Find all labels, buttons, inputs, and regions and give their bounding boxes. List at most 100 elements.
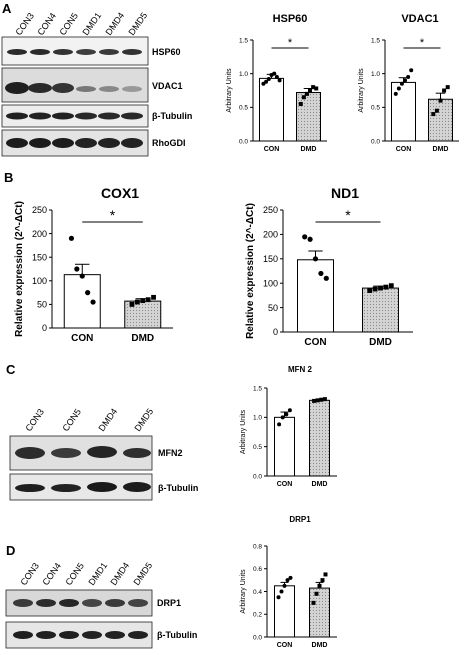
blot-label-vdac1: VDAC1 [152, 81, 183, 91]
lane-label: CON3 [13, 11, 36, 37]
data-point [311, 600, 316, 605]
data-point [85, 290, 91, 296]
data-point [308, 88, 313, 93]
bands-drp1 [13, 599, 148, 607]
y-tick-label: 1.5 [239, 37, 248, 44]
data-point [312, 256, 319, 262]
bar [362, 287, 399, 333]
bar [309, 587, 330, 638]
data-point [319, 397, 324, 402]
y-tick-label: 100 [263, 278, 278, 288]
blot-label-hsp60: HSP60 [152, 47, 181, 57]
data-point [285, 578, 290, 583]
chart-cox1: COX1 0 50 100 150 200 250 Relative expression (… [14, 185, 173, 344]
data-point [438, 98, 443, 103]
y-tick-label: 0.5 [371, 105, 380, 112]
chart-nd1: ND1 0 50 100 150 200 250 Relative expression (2… [245, 185, 413, 348]
blot-label-tubulin-d: β-Tubulin [157, 630, 197, 640]
data-point [277, 422, 282, 427]
bar [391, 81, 416, 142]
data-point [134, 299, 140, 305]
lane-label: CON5 [57, 11, 80, 37]
bands-vdac1 [5, 82, 142, 94]
data-point [409, 68, 414, 73]
lane-label: DMD5 [131, 561, 154, 588]
bar [259, 77, 284, 142]
data-point [266, 77, 271, 82]
data-point [312, 398, 317, 403]
y-tick-label: 150 [32, 252, 47, 262]
data-point [320, 578, 325, 583]
data-point [145, 297, 151, 303]
panel-a-blots: HSP60 VDAC1 β-Tubulin [1, 36, 192, 157]
category-label: CON [264, 146, 280, 153]
data-point [90, 299, 96, 305]
panel-letter-c: C [6, 362, 16, 377]
category-label: DMD [369, 337, 392, 348]
chart-title: COX1 [101, 185, 139, 201]
bands-tubulin-c [15, 482, 151, 492]
blot-label-rhogdi: RhoGDI [152, 138, 186, 148]
lane-label: CON5 [63, 561, 86, 587]
y-tick-label: 0.0 [253, 473, 262, 480]
data-point [323, 275, 329, 281]
y-axis-label: Arbitrary Units [358, 68, 365, 113]
y-tick-label: 100 [32, 276, 47, 286]
significance-marker: * [345, 207, 351, 223]
y-tick-label: 250 [32, 205, 47, 215]
data-point [282, 583, 287, 588]
chart-title: VDAC1 [401, 13, 438, 25]
category-label: CON [396, 146, 412, 153]
data-point [302, 234, 308, 240]
data-point [315, 398, 320, 403]
data-point [431, 112, 436, 117]
data-point [301, 95, 306, 100]
category-label: DMD [301, 146, 317, 153]
bands-hsp60 [7, 49, 142, 55]
panel-c-lane-labels: CON3 CON5 DMD4 DMD5 [23, 407, 155, 434]
data-point [393, 91, 398, 96]
y-tick-label: 0.0 [253, 634, 262, 641]
y-tick-label: 250 [263, 205, 278, 215]
lane-label: DMD1 [80, 11, 103, 38]
data-point [79, 273, 85, 279]
y-tick-label: 0.5 [253, 444, 262, 451]
chart-drp1: DRP1 0.0 0.2 0.4 0.6 0.8 Arbitrary Units CON DMD [240, 515, 337, 649]
data-point [284, 412, 289, 417]
category-label: CON [277, 481, 293, 488]
data-point [298, 101, 303, 106]
category-label: DMD [312, 481, 328, 488]
category-label: CON [277, 642, 293, 649]
bar [274, 416, 295, 477]
y-axis-label: Relative expression (2^-ΔCt) [245, 203, 256, 339]
lane-label: CON4 [40, 561, 63, 587]
blot-label-tubulin-a: β-Tubulin [152, 111, 192, 121]
chart-title: MFN 2 [288, 365, 313, 374]
data-point [307, 236, 313, 242]
blot-label-mfn2: MFN2 [158, 448, 183, 458]
blot-label-drp1: DRP1 [157, 598, 181, 608]
panel-d-lane-labels: CON3 CON4 CON5 DMD1 DMD4 DMD5 [18, 561, 154, 588]
y-tick-label: 50 [37, 300, 47, 310]
blot-label-tubulin-c: β-Tubulin [158, 483, 198, 493]
bands-rhogdi [6, 138, 143, 148]
bar [297, 259, 334, 333]
y-axis-label: Arbitrary Units [226, 68, 233, 113]
data-point [442, 88, 447, 93]
data-point [74, 266, 80, 272]
data-point [314, 591, 319, 596]
y-tick-label: 0 [42, 323, 47, 333]
data-point [367, 288, 373, 293]
significance-marker: * [420, 37, 425, 49]
chart-title: ND1 [331, 185, 359, 201]
chart-title: DRP1 [289, 515, 311, 524]
y-tick-label: 1.0 [239, 71, 248, 78]
data-point [396, 86, 401, 91]
category-label: DMD [433, 146, 449, 153]
y-axis-label: Arbitrary Units [240, 409, 247, 454]
y-axis-label: Relative expression (2^-ΔCt) [14, 201, 25, 337]
data-point [264, 79, 269, 84]
y-tick-label: 0.6 [253, 566, 262, 573]
data-point [403, 78, 408, 83]
